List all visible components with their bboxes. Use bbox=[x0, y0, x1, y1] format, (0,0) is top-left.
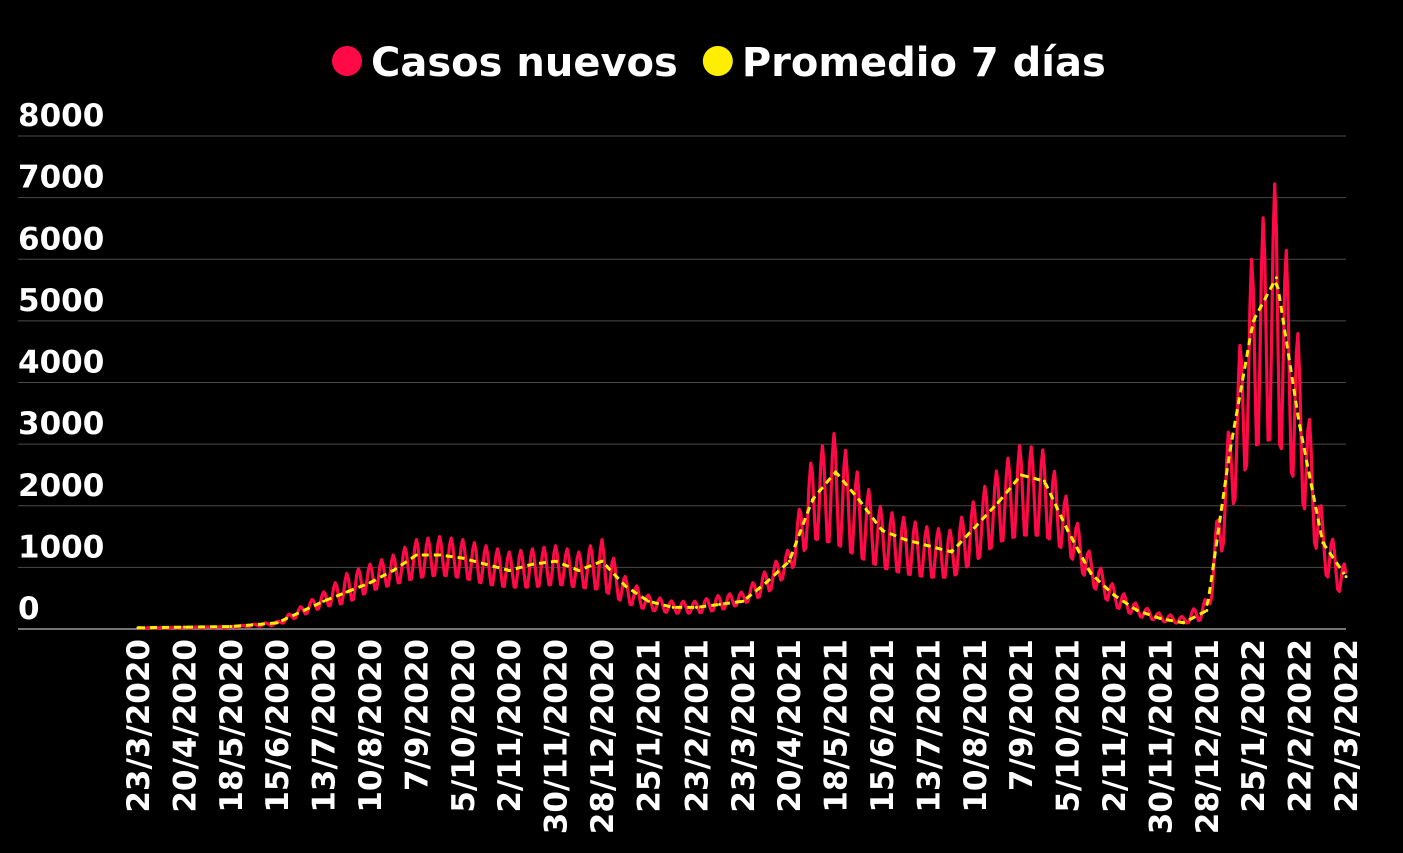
avg-point-39 bbox=[1135, 609, 1139, 613]
avg-point-22 bbox=[741, 599, 745, 603]
avg-point-9 bbox=[438, 553, 442, 557]
x-tick-label-13: 23/3/2021 bbox=[726, 639, 762, 813]
avg-point-46 bbox=[1298, 424, 1302, 428]
y-tick-label-0: 0 bbox=[18, 591, 40, 627]
avg-point-26 bbox=[834, 470, 838, 474]
avg-point-8 bbox=[414, 553, 418, 557]
x-tick-label-10: 28/12/2020 bbox=[585, 639, 621, 834]
avg-point-44 bbox=[1251, 319, 1255, 323]
y-tick-label-1000: 1000 bbox=[18, 529, 104, 565]
x-tick-label-2: 18/5/2020 bbox=[214, 639, 250, 813]
x-tick-label-22: 30/11/2021 bbox=[1143, 639, 1179, 834]
y-tick-label-4000: 4000 bbox=[18, 345, 104, 381]
y-tick-label-5000: 5000 bbox=[18, 283, 104, 319]
grid bbox=[18, 135, 1346, 630]
avg-point-7 bbox=[391, 568, 395, 572]
y-tick-label-6000: 6000 bbox=[18, 221, 104, 257]
x-tick-label-8: 2/11/2020 bbox=[492, 639, 528, 813]
x-tick-label-18: 10/8/2021 bbox=[958, 639, 994, 813]
x-tick-label-24: 25/1/2022 bbox=[1236, 639, 1272, 813]
avg-point-38 bbox=[1112, 593, 1116, 597]
x-tick-label-16: 15/6/2021 bbox=[865, 639, 901, 813]
x-tick-label-5: 10/8/2020 bbox=[353, 639, 389, 813]
avg-point-35 bbox=[1042, 479, 1046, 483]
y-tick-label-8000: 8000 bbox=[18, 98, 104, 134]
x-tick-label-3: 15/6/2020 bbox=[260, 639, 296, 813]
x-axis: 23/3/2020 20/4/2020 18/5/2020 15/6/2020 13/7… bbox=[121, 639, 1365, 834]
avg-point-24 bbox=[787, 559, 791, 563]
x-tick-label-23: 28/12/2021 bbox=[1190, 639, 1226, 834]
avg-point-36 bbox=[1066, 528, 1070, 532]
avg-point-14 bbox=[554, 559, 558, 563]
avg-point-31 bbox=[950, 550, 954, 554]
avg-point-18 bbox=[646, 599, 650, 603]
avg-point-6 bbox=[368, 581, 372, 585]
series-line-casos-nuevos bbox=[137, 182, 1348, 630]
avg-point-11 bbox=[484, 562, 488, 566]
y-axis: 0 1000 2000 3000 4000 5000 6000 7000 8000 bbox=[18, 98, 104, 627]
avg-point-42 bbox=[1205, 609, 1209, 613]
avg-point-13 bbox=[530, 562, 534, 566]
avg-point-32 bbox=[973, 525, 977, 529]
avg-point-25 bbox=[810, 498, 814, 502]
avg-point-15 bbox=[577, 568, 581, 572]
avg-point-40 bbox=[1158, 617, 1162, 621]
avg-point-0 bbox=[136, 626, 140, 630]
avg-point-37 bbox=[1089, 572, 1093, 576]
legend: Casos nuevos Promedio 7 días bbox=[332, 40, 1106, 86]
avg-point-47 bbox=[1321, 541, 1325, 545]
x-tick-label-0: 23/3/2020 bbox=[121, 639, 157, 813]
avg-point-4 bbox=[322, 599, 326, 603]
x-tick-label-12: 23/2/2021 bbox=[679, 639, 715, 813]
avg-point-34 bbox=[1019, 473, 1023, 477]
x-tick-label-1: 20/4/2020 bbox=[167, 639, 203, 813]
y-tick-label-7000: 7000 bbox=[18, 160, 104, 196]
y-tick-label-3000: 3000 bbox=[18, 406, 104, 442]
x-tick-label-11: 25/1/2021 bbox=[631, 639, 667, 813]
avg-point-5 bbox=[345, 590, 349, 594]
avg-point-2 bbox=[229, 625, 233, 629]
avg-point-41 bbox=[1182, 621, 1186, 625]
avg-point-20 bbox=[694, 605, 698, 609]
avg-point-21 bbox=[718, 602, 722, 606]
plot-area bbox=[136, 182, 1348, 630]
legend-label-1: Promedio 7 días bbox=[742, 40, 1106, 86]
x-tick-label-21: 2/11/2021 bbox=[1097, 639, 1133, 813]
avg-point-45 bbox=[1274, 276, 1278, 280]
avg-point-16 bbox=[600, 559, 604, 563]
avg-point-17 bbox=[623, 584, 627, 588]
x-tick-label-7: 5/10/2020 bbox=[446, 639, 482, 813]
avg-point-33 bbox=[996, 501, 1000, 505]
x-tick-label-9: 30/11/2020 bbox=[539, 639, 575, 834]
x-tick-label-20: 5/10/2021 bbox=[1051, 639, 1087, 813]
avg-point-10 bbox=[461, 556, 465, 560]
x-tick-label-19: 7/9/2021 bbox=[1004, 639, 1040, 791]
avg-point-1 bbox=[182, 625, 186, 629]
x-tick-label-26: 22/3/2022 bbox=[1329, 639, 1365, 813]
x-tick-label-15: 18/5/2021 bbox=[819, 639, 855, 813]
avg-point-28 bbox=[880, 528, 884, 532]
x-tick-label-25: 22/2/2022 bbox=[1283, 639, 1319, 813]
x-tick-label-4: 13/7/2020 bbox=[307, 639, 343, 813]
avg-point-27 bbox=[857, 498, 861, 502]
avg-point-3 bbox=[275, 621, 279, 625]
y-tick-label-2000: 2000 bbox=[18, 468, 104, 504]
avg-point-29 bbox=[903, 538, 907, 542]
x-tick-label-6: 7/9/2020 bbox=[399, 639, 435, 791]
avg-point-48 bbox=[1344, 575, 1348, 579]
avg-point-12 bbox=[507, 568, 511, 572]
series-line-promedio-7-dias bbox=[137, 279, 1346, 630]
legend-marker-0 bbox=[332, 46, 362, 76]
avg-point-30 bbox=[926, 544, 930, 548]
x-tick-label-14: 20/4/2021 bbox=[772, 639, 808, 813]
avg-point-19 bbox=[671, 605, 675, 609]
x-tick-label-17: 13/7/2021 bbox=[911, 639, 947, 813]
legend-marker-1 bbox=[702, 46, 733, 76]
avg-point-43 bbox=[1228, 448, 1232, 452]
legend-label-0: Casos nuevos bbox=[371, 40, 678, 86]
avg-point-23 bbox=[764, 581, 768, 585]
